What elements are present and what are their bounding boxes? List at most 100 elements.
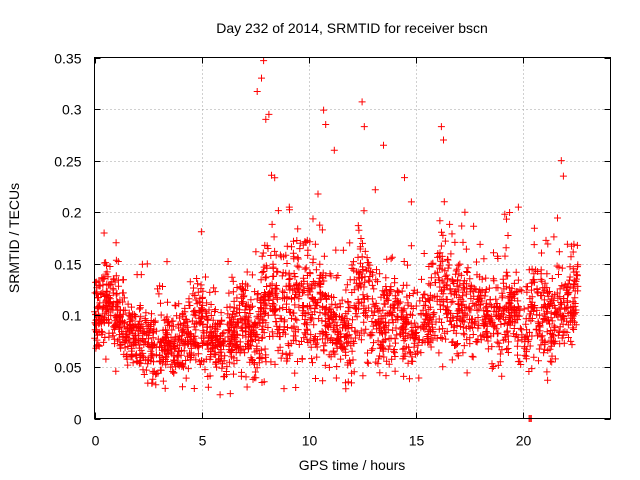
data-point xyxy=(255,308,263,316)
data-point xyxy=(431,270,439,278)
data-point xyxy=(461,208,469,216)
data-point xyxy=(456,260,464,268)
y-tick-label: 0.2 xyxy=(62,205,82,221)
data-point xyxy=(111,278,119,286)
data-point xyxy=(288,295,295,303)
data-point xyxy=(384,345,392,353)
data-point xyxy=(269,263,277,271)
data-point xyxy=(534,268,542,275)
data-point xyxy=(290,309,298,317)
y-tick-label: 0.1 xyxy=(62,308,82,324)
data-point xyxy=(350,258,357,266)
data-point xyxy=(530,276,538,284)
data-point xyxy=(476,273,484,281)
data-point xyxy=(369,322,377,330)
data-point xyxy=(343,338,351,346)
data-point xyxy=(155,290,163,298)
data-point xyxy=(474,336,482,344)
data-point xyxy=(262,319,270,327)
data-point xyxy=(101,334,109,341)
data-point xyxy=(499,275,507,283)
data-point xyxy=(342,286,350,294)
data-point xyxy=(408,353,416,361)
data-point xyxy=(514,203,522,211)
data-point xyxy=(168,360,176,368)
data-point xyxy=(247,296,255,304)
data-point xyxy=(192,326,200,334)
data-point xyxy=(463,285,471,293)
data-point xyxy=(416,297,424,305)
data-point xyxy=(453,282,461,290)
data-point xyxy=(426,303,434,311)
data-point xyxy=(156,282,164,290)
data-point xyxy=(316,221,324,229)
data-point xyxy=(443,271,451,279)
axis-ticks xyxy=(94,57,611,420)
data-point xyxy=(407,349,414,357)
data-point xyxy=(353,268,360,276)
data-point xyxy=(217,309,225,317)
data-point xyxy=(301,316,309,323)
data-point xyxy=(299,307,307,315)
data-point xyxy=(226,348,234,356)
y-tick-label: 0.3 xyxy=(62,102,82,118)
data-point xyxy=(409,290,417,298)
data-point xyxy=(387,334,395,342)
data-point xyxy=(468,315,476,323)
chart-title: Day 232 of 2014, SRMTID for receiver bsc… xyxy=(216,20,488,36)
data-point xyxy=(533,311,541,319)
data-point xyxy=(423,312,430,320)
data-point xyxy=(233,341,241,349)
data-point xyxy=(304,285,312,292)
data-point xyxy=(271,360,279,368)
data-point xyxy=(540,349,548,357)
data-point xyxy=(312,375,319,382)
data-point xyxy=(243,268,251,276)
data-point xyxy=(230,370,237,378)
x-tick-label: 10 xyxy=(302,433,318,449)
data-point xyxy=(560,295,568,302)
data-point xyxy=(368,318,376,325)
data-point xyxy=(124,361,132,369)
data-point xyxy=(399,355,407,363)
data-point xyxy=(113,311,121,319)
x-tick-label: 5 xyxy=(199,433,207,449)
data-point xyxy=(123,333,131,341)
y-tick-label: 0 xyxy=(74,412,82,428)
data-point xyxy=(441,237,449,245)
data-point xyxy=(560,339,568,347)
data-point xyxy=(111,323,119,331)
data-point xyxy=(176,320,184,328)
data-point xyxy=(404,359,412,367)
data-point xyxy=(279,329,287,336)
data-point xyxy=(514,276,522,284)
data-point xyxy=(295,263,303,271)
data-point xyxy=(238,368,245,376)
data-point xyxy=(253,364,261,372)
data-point xyxy=(179,383,186,391)
data-point xyxy=(309,259,317,267)
data-point xyxy=(182,315,190,323)
data-point xyxy=(374,307,382,315)
data-point xyxy=(202,313,210,321)
data-point xyxy=(554,214,561,222)
data-point xyxy=(427,274,435,282)
data-point xyxy=(114,258,122,265)
data-point xyxy=(566,273,574,281)
data-point xyxy=(320,252,328,260)
data-point xyxy=(553,262,561,270)
data-point xyxy=(441,329,449,337)
data-point xyxy=(460,283,468,291)
data-point xyxy=(251,333,259,341)
data-point xyxy=(371,319,379,326)
data-point xyxy=(404,261,411,269)
data-point xyxy=(569,324,577,332)
data-point xyxy=(342,385,350,393)
data-point xyxy=(263,283,271,290)
data-point xyxy=(269,273,277,280)
data-point xyxy=(521,343,529,351)
data-point xyxy=(483,334,491,341)
data-point xyxy=(310,321,318,329)
data-point xyxy=(228,347,235,354)
data-point xyxy=(216,391,224,399)
